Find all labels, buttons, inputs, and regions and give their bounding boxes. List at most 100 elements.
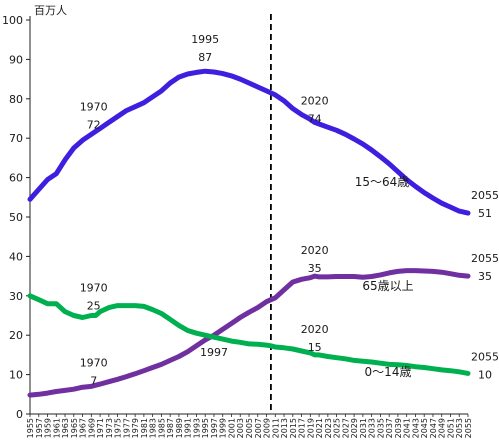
y-tick-label: 100	[2, 14, 23, 27]
data-annotation: 2020 15	[301, 323, 329, 354]
x-tick-label: 2019	[306, 418, 315, 438]
x-tick-label: 1975	[114, 418, 123, 438]
series-name-label: 15〜64歳	[355, 175, 410, 189]
data-annotation-line: 25	[87, 300, 101, 313]
x-tick-label: 2055	[464, 418, 473, 438]
x-axis-ticks: 1955 1957 1959 1961 1963 1965 1967 1969 1971 1973…	[26, 414, 473, 438]
y-axis-unit-label: 百万人	[34, 4, 67, 17]
y-tick-label: 90	[9, 53, 23, 66]
x-tick-label: 1997	[210, 418, 219, 438]
data-annotation: 2055 10	[471, 351, 499, 382]
series-line-3	[27, 293, 471, 376]
x-tick-label: 1985	[157, 418, 166, 438]
data-annotation-line: 35	[308, 262, 322, 275]
data-annotation-line: 74	[308, 112, 322, 125]
x-tick-label: 2025	[333, 418, 342, 438]
x-tick-label: 2053	[455, 418, 464, 438]
data-annotation-line: 35	[478, 270, 492, 283]
y-tick-label: 0	[16, 408, 23, 421]
data-annotation-line: 2020	[301, 244, 329, 257]
data-annotation: 2055 35	[471, 252, 499, 283]
x-tick-label: 2023	[324, 418, 333, 438]
x-tick-label: 1991	[184, 418, 193, 438]
y-axis-ticks: 0 10 20 30 40 50 60 70 80 90 100	[2, 14, 30, 421]
y-tick-label: 10	[9, 369, 23, 382]
data-annotation: 1970 72	[80, 100, 108, 131]
data-annotation-line: 1997	[200, 346, 228, 359]
x-tick-label: 2005	[245, 418, 254, 438]
y-tick-label: 60	[9, 172, 23, 185]
data-annotation: 1970 25	[80, 282, 108, 313]
series-name-label: 65歳以上	[362, 279, 413, 293]
x-tick-label: 2041	[403, 418, 412, 438]
data-annotation-line: 1970	[80, 282, 108, 295]
x-tick-label: 2021	[315, 418, 324, 438]
x-tick-label: 2001	[227, 418, 236, 438]
x-tick-label: 2011	[271, 418, 280, 438]
data-annotation-line: 2055	[471, 351, 499, 364]
data-annotation-line: 2020	[301, 94, 329, 107]
x-tick-label: 2031	[359, 418, 368, 438]
x-tick-label: 1993	[192, 418, 201, 438]
y-tick-label: 50	[9, 211, 23, 224]
x-tick-label: 2013	[280, 418, 289, 438]
data-annotation-line: 51	[478, 207, 492, 220]
data-annotation: 1997	[200, 346, 228, 359]
data-annotation-line: 2055	[471, 189, 499, 202]
data-annotations: 1995 87 1970 72 2020 74 2055 51 2020 35 2055 35 1970…	[80, 33, 499, 387]
x-tick-label: 1981	[140, 418, 149, 438]
x-tick-label: 2007	[254, 418, 263, 438]
x-tick-label: 2051	[446, 418, 455, 438]
data-annotation-line: 72	[87, 118, 101, 131]
data-annotation-line: 7	[90, 374, 97, 387]
y-tick-label: 20	[9, 329, 23, 342]
x-tick-label: 1999	[219, 418, 228, 438]
data-annotation: 1970 7	[80, 356, 108, 387]
data-annotation-line: 15	[308, 341, 322, 354]
x-tick-label: 1971	[96, 418, 105, 438]
data-annotation-line: 1995	[191, 33, 219, 46]
series-line-1	[27, 68, 471, 216]
y-tick-label: 40	[9, 250, 23, 263]
x-tick-label: 1963	[61, 418, 70, 438]
data-annotation-line: 87	[198, 51, 212, 64]
x-tick-label: 2027	[341, 418, 350, 438]
data-annotation-line: 10	[478, 369, 492, 382]
x-tick-label: 1959	[44, 418, 53, 438]
x-tick-label: 1979	[131, 418, 140, 438]
x-tick-label: 1995	[201, 418, 210, 438]
x-tick-label: 2029	[350, 418, 359, 438]
series-line-2	[27, 268, 471, 398]
x-tick-label: 2049	[438, 418, 447, 438]
x-tick-label: 1989	[175, 418, 184, 438]
data-annotation: 2020 35	[301, 244, 329, 275]
data-annotation: 2020 74	[301, 94, 329, 125]
x-tick-label: 1987	[166, 418, 175, 438]
x-tick-label: 1969	[87, 418, 96, 438]
x-tick-label: 1961	[52, 418, 61, 438]
data-annotation-line: 2020	[301, 323, 329, 336]
y-tick-label: 70	[9, 132, 23, 145]
axes	[29, 16, 468, 415]
data-annotation-line: 1970	[80, 100, 108, 113]
x-tick-label: 1983	[149, 418, 158, 438]
x-tick-label: 1977	[122, 418, 131, 438]
x-tick-label: 2047	[429, 418, 438, 438]
series-lines	[27, 68, 471, 398]
x-tick-label: 1957	[35, 418, 44, 438]
data-annotation: 1995 87	[191, 33, 219, 64]
x-tick-label: 2009	[263, 418, 272, 438]
x-tick-label: 2003	[236, 418, 245, 438]
data-annotation: 2055 51	[471, 189, 499, 220]
y-tick-label: 30	[9, 290, 23, 303]
y-tick-label: 80	[9, 93, 23, 106]
x-tick-label: 2045	[420, 418, 429, 438]
series-labels: 15〜64歳 65歳以上 0〜14歳	[355, 175, 414, 379]
data-annotation-line: 1970	[80, 356, 108, 369]
x-tick-label: 1973	[105, 418, 114, 438]
data-annotation-line: 2055	[471, 252, 499, 265]
x-tick-label: 1965	[70, 418, 79, 438]
x-tick-label: 2037	[385, 418, 394, 438]
x-tick-label: 1955	[26, 418, 35, 438]
